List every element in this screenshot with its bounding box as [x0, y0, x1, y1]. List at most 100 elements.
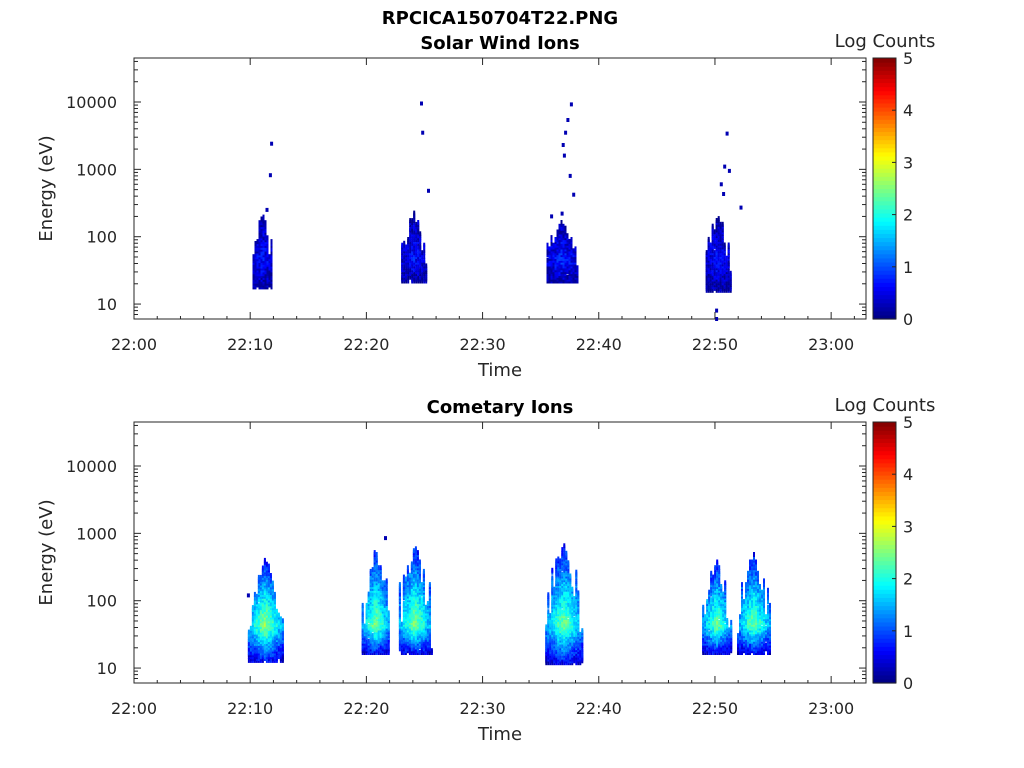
data-pixel	[262, 231, 265, 237]
data-pixel	[420, 587, 423, 593]
data-pixel	[708, 589, 711, 595]
colorbar-segment	[873, 58, 896, 63]
data-pixel	[713, 250, 716, 256]
x-tick-label: 22:50	[692, 335, 738, 354]
data-pixel	[711, 261, 714, 267]
data-pixel	[383, 633, 386, 639]
x-tick-label: 22:40	[576, 699, 622, 718]
data-pixel	[753, 552, 755, 557]
data-pixel	[708, 631, 711, 637]
data-pixel	[258, 220, 261, 226]
data-pixel	[381, 612, 384, 618]
data-pixel	[385, 612, 388, 618]
data-pixel	[572, 248, 575, 254]
data-pixel	[417, 252, 420, 258]
data-pixel	[406, 625, 409, 631]
data-pixel	[409, 267, 412, 273]
data-pixel	[268, 254, 271, 260]
data-pixel	[751, 601, 753, 606]
data-pixel	[562, 223, 565, 229]
data-pixel	[262, 256, 265, 262]
data-pixel	[763, 612, 765, 618]
data-pixel	[361, 610, 364, 616]
data-pixel	[708, 623, 711, 629]
data-pixel	[575, 620, 578, 626]
data-pixel-outlier	[566, 118, 570, 122]
data-pixel	[411, 218, 414, 224]
data-pixel	[387, 644, 390, 650]
data-pixel	[553, 613, 556, 619]
data-pixel	[420, 625, 423, 631]
burst-3	[546, 102, 579, 284]
data-pixel	[375, 567, 378, 573]
data-pixel	[277, 654, 280, 660]
data-pixel	[571, 586, 574, 592]
data-pixel	[554, 237, 557, 242]
data-pixels	[252, 101, 743, 321]
data-pixel	[411, 255, 414, 261]
data-pixel	[412, 614, 415, 620]
data-pixel	[551, 650, 554, 656]
data-pixel	[398, 629, 401, 635]
data-pixel	[714, 565, 717, 571]
data-pixel	[375, 619, 378, 625]
data-pixel	[724, 623, 727, 629]
x-tick-label: 23:00	[808, 335, 854, 354]
data-pixel	[407, 237, 410, 242]
data-pixel	[761, 650, 763, 655]
data-pixel	[264, 220, 267, 226]
data-pixel	[702, 604, 705, 610]
data-pixel	[557, 571, 560, 577]
data-pixel	[255, 593, 258, 599]
data-pixel	[247, 657, 250, 663]
data-pixel	[714, 570, 717, 576]
figure-title: RPCICA150704T22.PNG	[382, 8, 618, 29]
data-pixel	[415, 242, 418, 248]
data-pixel	[254, 265, 257, 271]
data-pixel	[749, 565, 751, 571]
data-pixel	[555, 633, 558, 639]
data-pixel	[257, 574, 260, 580]
burst-2	[401, 101, 430, 284]
data-pixel	[575, 615, 578, 620]
data-pixel	[377, 582, 380, 588]
colorbar-tick-label: 2	[903, 206, 913, 225]
data-pixel	[546, 257, 549, 263]
data-pixel	[745, 601, 747, 606]
plot-area	[133, 57, 867, 320]
data-pixel	[561, 571, 564, 577]
data-pixel	[271, 631, 274, 637]
data-pixel	[408, 646, 411, 652]
data-pixel	[713, 229, 716, 235]
data-pixel	[547, 618, 550, 624]
data-pixel	[575, 586, 578, 592]
colorbar-segment	[873, 86, 896, 92]
colorbar-segment	[873, 229, 896, 234]
data-pixel	[249, 625, 252, 631]
data-pixel	[747, 619, 749, 625]
data-pixel	[383, 623, 386, 629]
data-pixel	[365, 642, 368, 648]
data-pixel	[717, 216, 720, 222]
data-pixel	[275, 650, 278, 656]
data-pixel	[421, 250, 424, 256]
data-pixel	[568, 238, 571, 244]
colorbar-segment	[873, 143, 896, 149]
data-pixel	[377, 638, 380, 644]
data-pixel	[422, 650, 425, 655]
data-pixel	[406, 568, 409, 574]
data-pixel	[410, 561, 413, 567]
colorbar-frame	[872, 57, 897, 320]
colorbar-segment	[873, 237, 896, 243]
data-pixel	[423, 248, 426, 254]
data-pixel	[415, 221, 418, 227]
burst-2	[361, 536, 390, 655]
data-pixel	[561, 660, 564, 666]
data-pixel	[573, 616, 576, 622]
data-pixel	[418, 610, 421, 616]
data-pixel	[407, 278, 410, 284]
data-pixel	[571, 599, 574, 605]
data-pixel	[381, 618, 384, 623]
data-pixel	[720, 631, 723, 637]
data-pixel	[711, 240, 714, 246]
